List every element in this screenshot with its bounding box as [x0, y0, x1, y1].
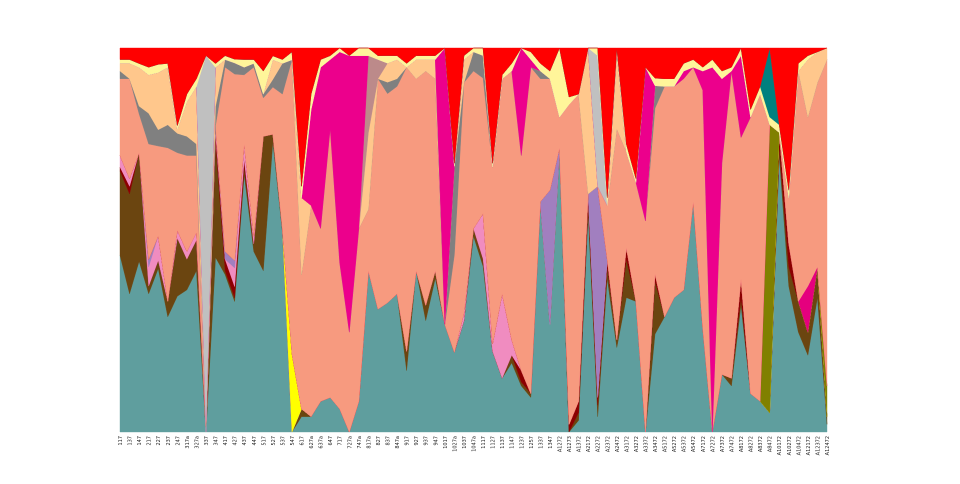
- x-tick-label: 1037: [462, 436, 468, 449]
- x-tick-label: 1117: [481, 436, 487, 449]
- x-tick-label: A1273: [567, 436, 573, 452]
- x-tick-label: 1147: [510, 436, 516, 449]
- x-tick-label: 527: [271, 436, 277, 446]
- x-tick-label: 817a: [366, 436, 372, 449]
- x-tick-label: 427: [233, 436, 239, 446]
- x-tick-label: 1257: [529, 436, 535, 449]
- x-tick-label: A12172: [806, 436, 812, 455]
- x-tick-label: A5272: [672, 436, 678, 452]
- x-tick-label: A3472: [653, 436, 659, 452]
- x-tick-label: 1337: [538, 436, 544, 449]
- x-tick-label: 747a: [357, 436, 363, 449]
- area-series-17: [119, 47, 828, 198]
- x-tick-label: 537: [280, 436, 286, 446]
- x-tick-label: 337: [204, 436, 210, 446]
- x-tick-label: 1017: [443, 436, 449, 449]
- x-tick-label: 647: [328, 436, 334, 446]
- x-tick-label: A3272: [634, 436, 640, 452]
- x-tick-label: 317a: [185, 436, 191, 449]
- x-tick-label: 627a: [309, 436, 315, 449]
- x-tick-label: 847a: [395, 436, 401, 449]
- x-tick-label: 247: [175, 436, 181, 446]
- x-tick-label: A2172: [586, 436, 592, 452]
- x-axis: 117 137 147 217 227 237 247 317a 327a 337 347 417 42…: [118, 436, 831, 455]
- x-tick-label: 727a: [347, 436, 353, 449]
- x-tick-label: 617: [300, 436, 306, 446]
- x-tick-label: 1127: [491, 436, 497, 449]
- x-tick-label: 417: [223, 436, 229, 446]
- x-tick-label: 1137: [500, 436, 506, 449]
- x-tick-label: A3372: [643, 436, 649, 452]
- x-tick-label: 137: [128, 436, 134, 446]
- x-tick-label: A7372: [720, 436, 726, 452]
- x-tick-label: 827: [376, 436, 382, 446]
- x-tick-label: A5472: [691, 436, 697, 452]
- x-tick-label: A10472: [796, 436, 802, 455]
- x-tick-label: A8272: [749, 436, 755, 452]
- x-tick-label: 437: [242, 436, 248, 446]
- x-tick-label: A8372: [758, 436, 764, 452]
- x-tick-label: A12372: [815, 436, 821, 455]
- x-tick-label: A12472: [825, 436, 831, 455]
- x-tick-label: A7172: [701, 436, 707, 452]
- x-tick-label: 947: [433, 436, 439, 446]
- x-tick-label: 1237: [519, 436, 525, 449]
- x-tick-label: A1372: [577, 436, 583, 452]
- x-tick-label: A3172: [624, 436, 630, 452]
- x-tick-label: 937: [424, 436, 430, 446]
- x-tick-label: A2272: [596, 436, 602, 452]
- x-tick-label: A1272: [557, 436, 563, 452]
- x-tick-label: 547: [290, 436, 296, 446]
- x-tick-label: 117: [118, 436, 124, 446]
- area-series-layer: [119, 47, 828, 433]
- x-tick-label: A10272: [787, 436, 793, 455]
- x-tick-label: 837: [386, 436, 392, 446]
- x-tick-label: 237: [166, 436, 172, 446]
- x-tick-label: 1027a: [452, 436, 458, 452]
- x-tick-label: A2472: [615, 436, 621, 452]
- x-tick-label: A5172: [663, 436, 669, 452]
- x-tick-label: A2372: [605, 436, 611, 452]
- x-tick-label: A7272: [710, 436, 716, 452]
- x-tick-label: 217: [147, 436, 153, 446]
- x-tick-label: A10172: [777, 436, 783, 455]
- x-tick-label: 927: [414, 436, 420, 446]
- x-tick-label: 917: [405, 436, 411, 446]
- x-tick-label: 717: [338, 436, 344, 446]
- x-tick-label: 447: [252, 436, 258, 446]
- x-tick-label: 1347: [548, 436, 554, 449]
- x-tick-label: 147: [137, 436, 143, 446]
- x-tick-label: 637a: [319, 436, 325, 449]
- x-tick-label: 517: [261, 436, 267, 446]
- x-tick-label: 227: [156, 436, 162, 446]
- x-tick-label: A8472: [768, 436, 774, 452]
- x-tick-label: A5372: [682, 436, 688, 452]
- x-tick-label: 327a: [194, 436, 200, 449]
- x-tick-label: A7472: [729, 436, 735, 452]
- x-tick-label: 347: [214, 436, 220, 446]
- x-tick-label: A8172: [739, 436, 745, 452]
- x-tick-label: 1047a: [472, 436, 478, 452]
